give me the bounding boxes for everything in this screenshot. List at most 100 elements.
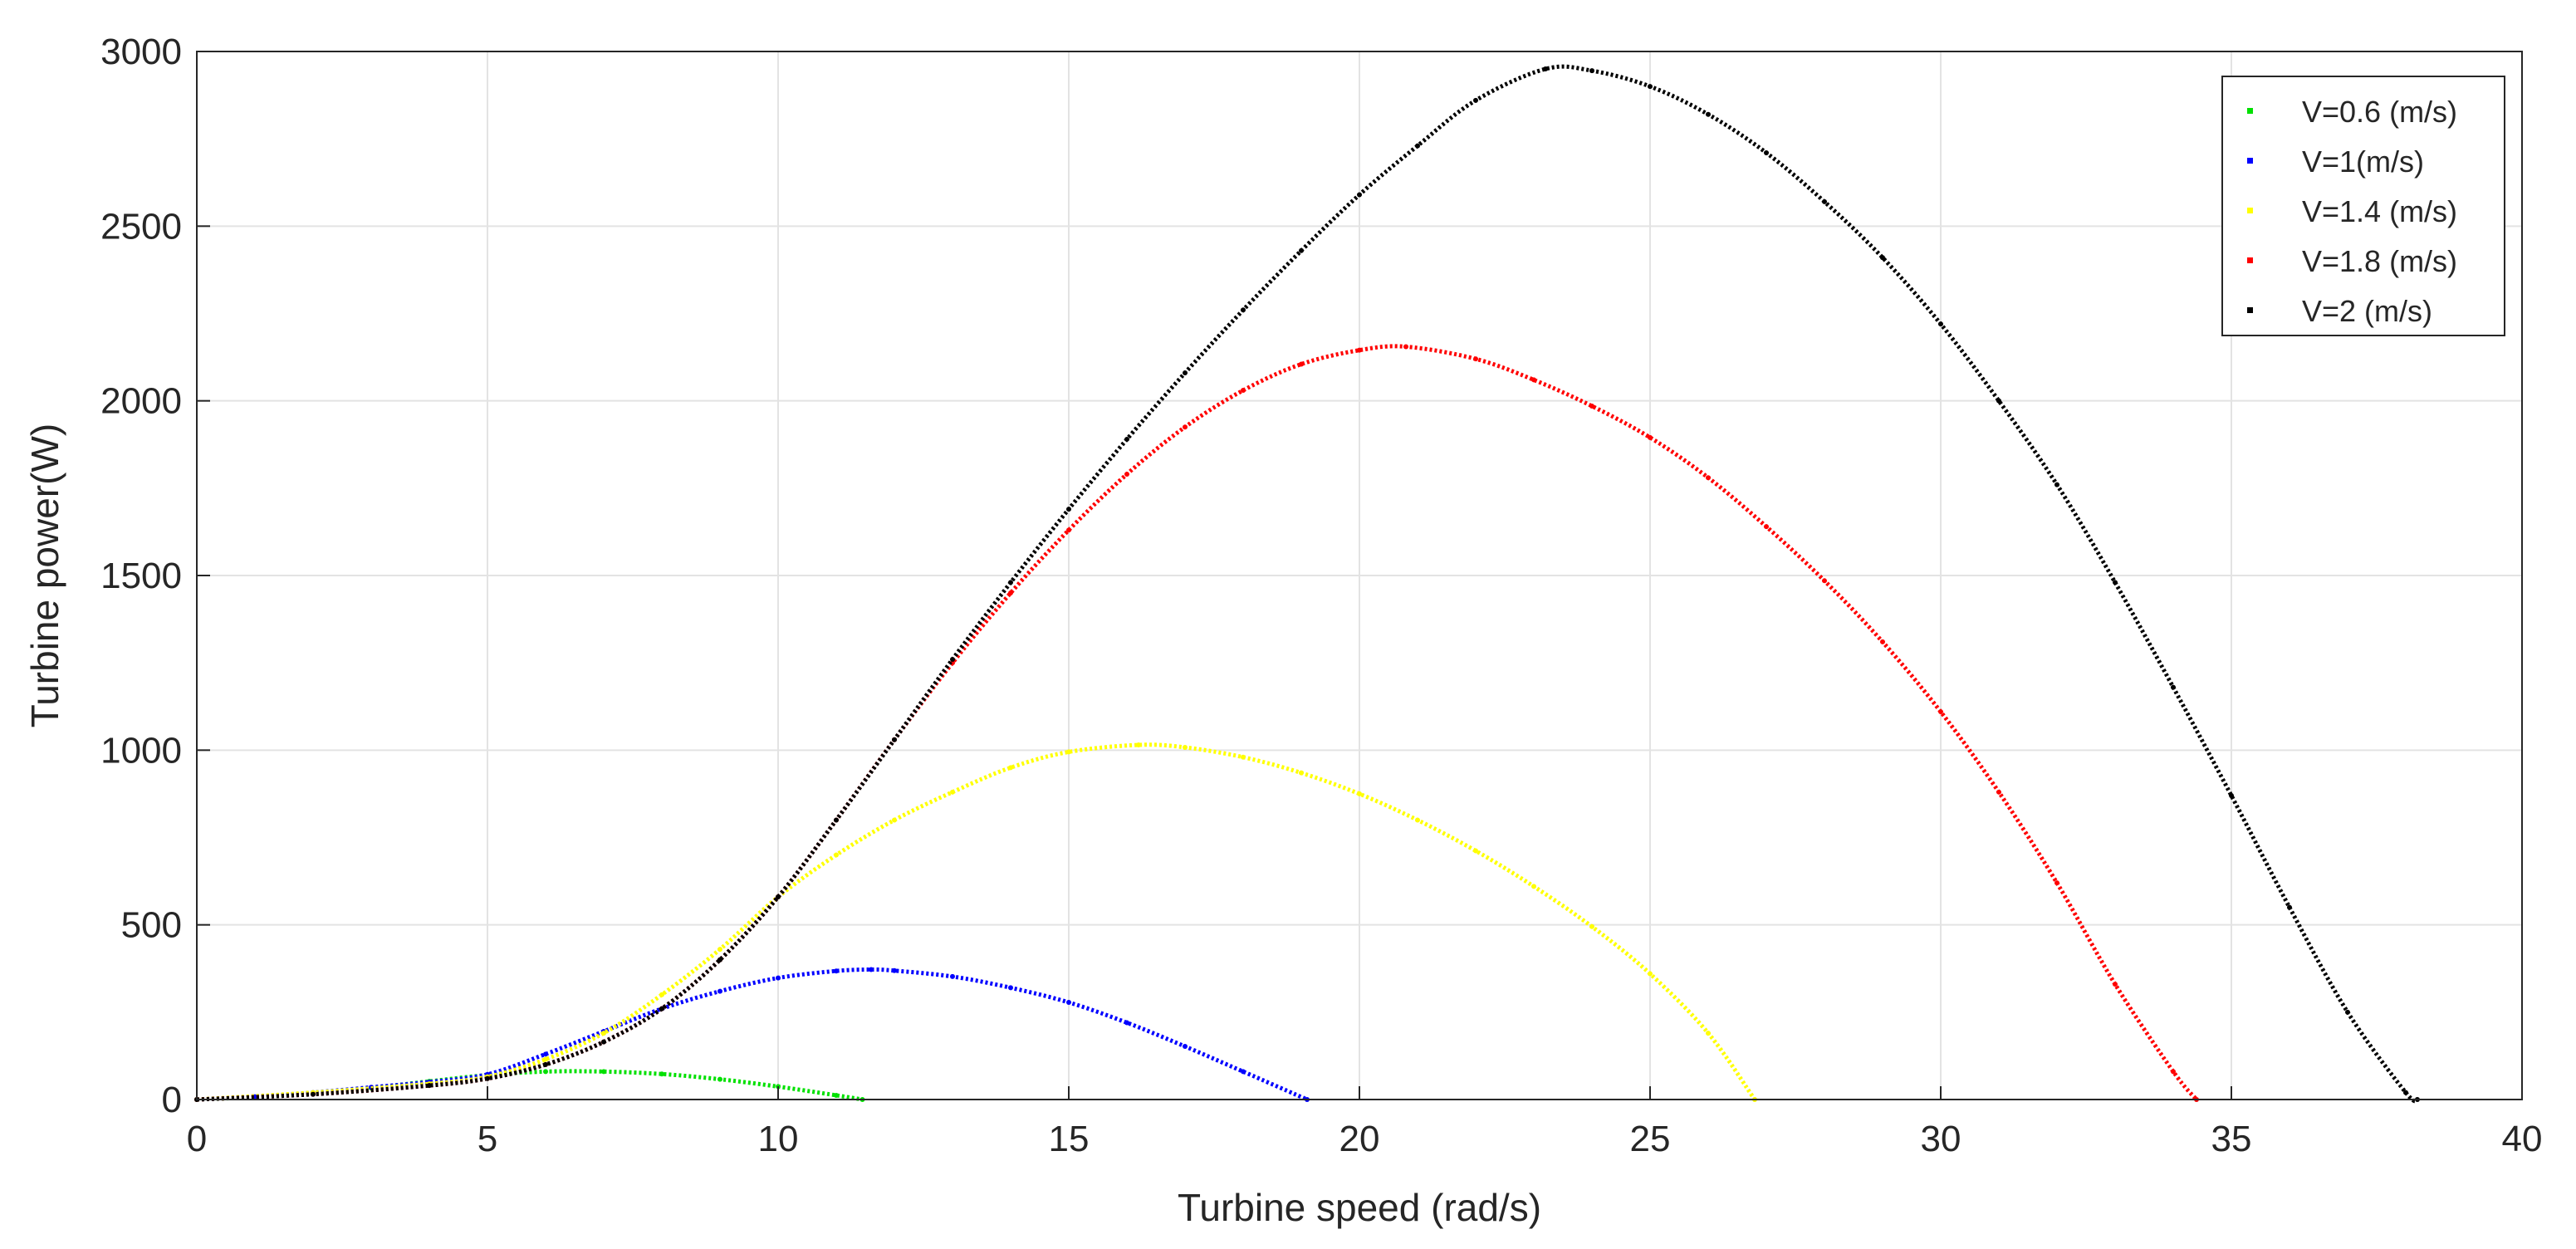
series-5-point — [1648, 84, 1653, 90]
series-4-point — [1764, 524, 1769, 530]
series-4-point — [1996, 789, 2001, 795]
series-4-point — [1880, 639, 1885, 644]
y-axis-label: Turbine power(W) — [23, 424, 66, 727]
series-2-point — [717, 988, 722, 994]
legend-label-3: V=1.4 (m/s) — [2302, 194, 2457, 228]
series-5-point — [1822, 198, 1827, 204]
series-5-point — [427, 1083, 432, 1089]
series-2-point — [1241, 1069, 1246, 1075]
x-tick-label: 5 — [477, 1119, 497, 1159]
legend-marker-4 — [2247, 257, 2253, 263]
series-4-point — [1938, 709, 1943, 715]
series-5-point — [776, 894, 781, 900]
series-2-point — [1066, 1000, 1071, 1006]
series-3-point — [1648, 971, 1653, 977]
series-5-point — [1066, 507, 1071, 512]
series-3-point — [1706, 1031, 1711, 1036]
series-3-point — [1136, 742, 1141, 748]
series-5-point — [1938, 321, 1943, 327]
series-4-point — [1589, 403, 1594, 409]
series-5-point — [601, 1039, 606, 1045]
x-axis-label: Turbine speed (rad/s) — [1178, 1186, 1541, 1229]
series-3-point — [1241, 754, 1246, 760]
legend-label-5: V=2 (m/s) — [2302, 294, 2432, 328]
legend-marker-2 — [2247, 158, 2253, 164]
series-3-point — [1589, 923, 1594, 929]
y-tick-label: 2000 — [100, 381, 182, 422]
series-5-point — [485, 1075, 490, 1081]
y-tick-label: 1000 — [100, 730, 182, 771]
series-3-point — [1066, 749, 1071, 755]
series-3-point — [1473, 848, 1478, 854]
series-group — [194, 64, 2420, 1104]
series-4-point — [1706, 475, 1711, 481]
series-1-point — [601, 1069, 606, 1075]
x-tick-label: 35 — [2211, 1119, 2252, 1159]
series-2-point — [1183, 1044, 1188, 1050]
series-5-point — [2113, 580, 2118, 585]
series-5-point — [2171, 684, 2176, 690]
x-tick-label: 25 — [1630, 1119, 1671, 1159]
series-5-point — [2345, 1009, 2350, 1015]
series-5-point — [950, 656, 955, 662]
series-4-point — [1357, 347, 1362, 353]
series-3-point — [1357, 791, 1362, 796]
series-5-point — [1543, 66, 1548, 72]
series-2-point — [1124, 1020, 1129, 1026]
series-5-point — [1183, 370, 1188, 376]
series-3-point — [543, 1056, 548, 1062]
ticks: 0 5 10 15 20 25 30 35 40 0 500 1000 1500 2000 2500 3000 — [100, 32, 2542, 1159]
series-2-point — [834, 968, 839, 974]
series-3-point — [950, 789, 955, 795]
legend-box — [2221, 76, 2505, 336]
x-tick-label: 20 — [1339, 1119, 1380, 1159]
series-5-point — [2054, 482, 2059, 487]
series-5 — [194, 64, 2420, 1104]
series-5-point — [2229, 793, 2234, 799]
series-1-point — [543, 1069, 548, 1075]
series-3-point — [659, 992, 664, 997]
series-3-point — [834, 852, 839, 858]
x-tick-label: 30 — [1921, 1119, 1961, 1159]
series-5-point — [1415, 143, 1420, 149]
series-5-point — [659, 1006, 664, 1011]
series-1-point — [834, 1092, 839, 1098]
legend-marker-3 — [2247, 208, 2253, 213]
series-5-point — [1357, 192, 1362, 198]
grid — [197, 51, 2522, 1100]
series-2-point — [950, 973, 955, 979]
series-5-point — [2403, 1090, 2408, 1095]
y-tick-label: 0 — [162, 1080, 182, 1120]
legend-label-1: V=0.6 (m/s) — [2302, 95, 2457, 129]
x-tick-label: 0 — [187, 1119, 207, 1159]
series-3-point — [1183, 744, 1188, 750]
series-4-point — [2171, 1069, 2176, 1075]
series-4-point — [1124, 472, 1129, 478]
series-5-point — [1124, 436, 1129, 442]
series-4-point — [1066, 527, 1071, 533]
series-3-point — [1008, 765, 1013, 771]
series-5-point — [1764, 149, 1769, 155]
series-5-point — [717, 957, 722, 962]
series-4-point — [2054, 880, 2059, 886]
series-5-point — [311, 1091, 316, 1097]
series-5-point — [2287, 904, 2292, 910]
series-2-point — [543, 1051, 548, 1057]
series-4-point — [1241, 388, 1246, 394]
series-5-point — [1241, 307, 1246, 313]
series-5-point — [1706, 111, 1711, 117]
series-5-point — [1589, 68, 1594, 74]
series-4-point — [1299, 361, 1304, 367]
series-5-curve — [196, 64, 2419, 1104]
series-4-point — [1531, 377, 1536, 383]
legend-label-2: V=1(m/s) — [2302, 144, 2424, 179]
series-4-point — [1648, 434, 1653, 440]
series-3-point — [717, 947, 722, 953]
series-4-point — [1183, 424, 1188, 430]
y-tick-label: 3000 — [100, 32, 182, 72]
series-2-point — [869, 967, 874, 972]
series-2-point — [892, 967, 897, 973]
series-5-point — [1880, 255, 1885, 261]
